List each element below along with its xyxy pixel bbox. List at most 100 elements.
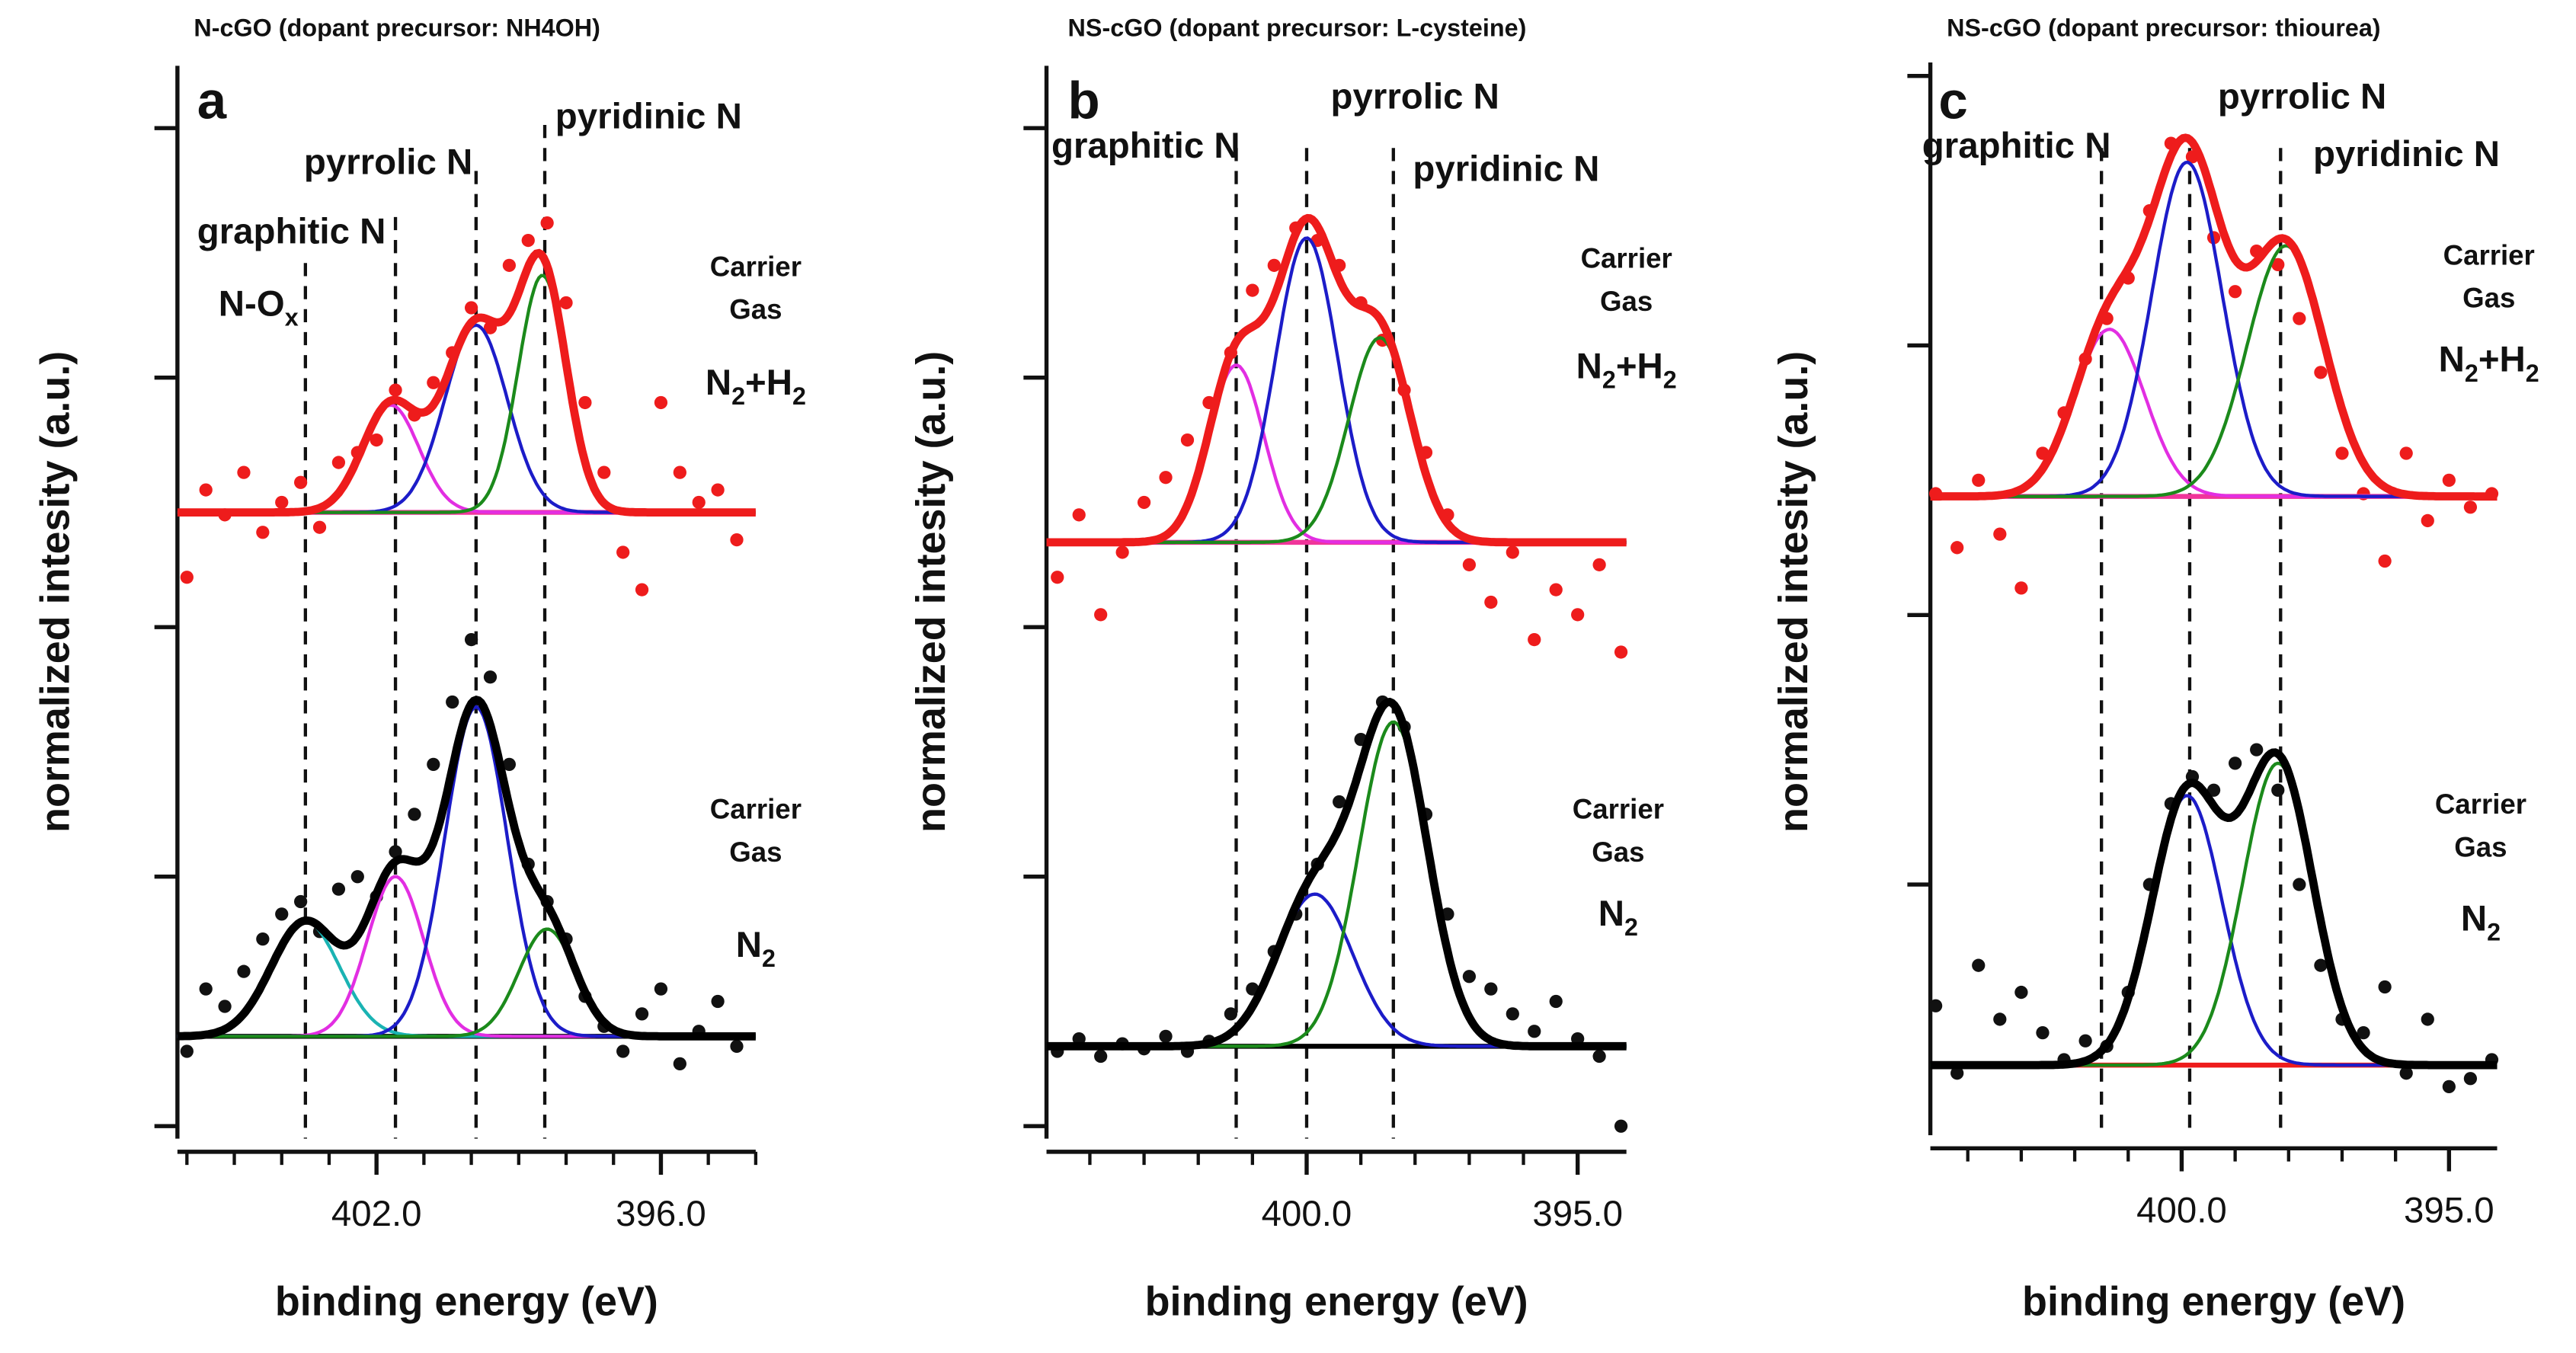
data-point bbox=[2293, 878, 2306, 891]
gas-formula-part: 2 bbox=[2526, 360, 2539, 387]
data-point bbox=[408, 808, 421, 821]
chart-title: N-cGO (dopant precursor: NH4OH) bbox=[194, 14, 600, 41]
data-point bbox=[1614, 1119, 1628, 1133]
data-point bbox=[218, 1000, 232, 1013]
data-point bbox=[1072, 508, 1086, 522]
data-point bbox=[730, 1039, 744, 1054]
data-point bbox=[256, 932, 270, 946]
fit-envelope bbox=[1930, 748, 2498, 1070]
carrier-gas-label: Gas bbox=[2454, 831, 2507, 862]
x-axis-label: binding energy (eV) bbox=[2022, 1278, 2405, 1324]
data-point bbox=[256, 526, 270, 539]
peak-label: pyridinic N bbox=[555, 96, 742, 136]
data-point bbox=[1159, 1029, 1173, 1043]
data-point bbox=[370, 433, 383, 447]
carrier-gas-label: Gas bbox=[1600, 286, 1653, 317]
data-point bbox=[1972, 473, 1986, 488]
x-tick-label: 396.0 bbox=[616, 1194, 706, 1234]
data-point bbox=[2335, 446, 2349, 460]
data-point bbox=[1993, 1012, 2007, 1026]
peak-label-part: pyrrolic N bbox=[2218, 76, 2386, 117]
peak-label-part: N-O bbox=[219, 283, 285, 324]
data-point bbox=[2314, 366, 2328, 379]
carrier-gas-label: Carrier bbox=[1581, 243, 1672, 274]
gas-formula-part: N bbox=[2461, 898, 2487, 939]
data-point bbox=[446, 695, 459, 709]
peak-label-part: pyridinic N bbox=[555, 96, 742, 136]
data-point bbox=[294, 894, 308, 909]
data-point bbox=[2442, 473, 2456, 488]
data-point bbox=[2014, 985, 2028, 1000]
x-tick-label: 402.0 bbox=[331, 1194, 422, 1234]
peak-label: pyridinic N bbox=[1413, 149, 1599, 189]
data-point bbox=[331, 882, 346, 896]
chart-title: NS-cGO (dopant precursor: L-cysteine) bbox=[1068, 14, 1527, 41]
peak-label: graphitic N bbox=[1051, 126, 1240, 166]
data-point bbox=[2228, 756, 2242, 770]
data-point bbox=[2250, 743, 2264, 756]
data-point bbox=[2014, 581, 2028, 595]
x-tick-label: 395.0 bbox=[1532, 1194, 1623, 1234]
data-point bbox=[1224, 1007, 1238, 1021]
carrier-gas-label: Gas bbox=[2462, 283, 2515, 314]
data-point bbox=[2314, 958, 2328, 972]
data-point bbox=[199, 483, 213, 497]
data-point bbox=[616, 1044, 630, 1058]
data-point bbox=[711, 483, 725, 497]
data-point bbox=[635, 1007, 649, 1021]
gas-formula-part: +H bbox=[1616, 346, 1663, 386]
data-point bbox=[2421, 1012, 2434, 1026]
data-point bbox=[1137, 495, 1151, 510]
data-point bbox=[540, 216, 554, 230]
gas-formula-part: N bbox=[2439, 340, 2465, 380]
carrier-gas-label: Gas bbox=[729, 836, 782, 868]
data-point bbox=[1571, 1032, 1585, 1046]
fit-component bbox=[1046, 236, 1627, 545]
peak-label: graphitic N bbox=[197, 211, 386, 251]
fit-component bbox=[177, 875, 756, 1038]
gas-formula-part: 2 bbox=[762, 945, 776, 972]
data-point bbox=[1972, 958, 1986, 972]
data-point bbox=[502, 258, 516, 272]
carrier-gas-label: Carrier bbox=[2435, 788, 2526, 820]
data-point bbox=[2378, 980, 2392, 994]
data-point bbox=[1484, 595, 1498, 609]
peak-label: pyrrolic N bbox=[1331, 76, 1499, 117]
data-point bbox=[1051, 571, 1064, 584]
data-point bbox=[2463, 501, 2478, 514]
carrier-gas-label: Gas bbox=[1592, 836, 1644, 868]
data-point bbox=[237, 465, 251, 479]
data-point bbox=[2078, 1034, 2092, 1048]
panel-letter: b bbox=[1068, 71, 1100, 130]
data-point bbox=[730, 533, 744, 547]
data-point bbox=[1592, 1049, 1606, 1064]
data-point bbox=[2399, 446, 2413, 460]
data-point bbox=[2293, 312, 2306, 325]
gas-formula-part: N bbox=[1576, 346, 1602, 386]
fit-component bbox=[1046, 892, 1627, 1048]
data-point bbox=[427, 757, 440, 771]
carrier-gas-label: Carrier bbox=[710, 251, 802, 283]
data-point bbox=[1506, 1007, 1519, 1021]
gas-formula-part: N bbox=[736, 925, 762, 965]
carrier-gas-label: Carrier bbox=[2443, 239, 2535, 270]
fit-component bbox=[1046, 720, 1627, 1048]
gas-formula: N2+H2 bbox=[1576, 346, 1677, 393]
data-point bbox=[2421, 513, 2434, 528]
peak-label-part: x bbox=[285, 304, 299, 331]
data-point bbox=[1993, 527, 2007, 541]
peak-label: pyrrolic N bbox=[2218, 76, 2386, 117]
data-point bbox=[1549, 994, 1563, 1009]
data-point bbox=[2378, 554, 2392, 568]
data-point bbox=[2357, 1026, 2370, 1040]
gas-formula-part: +H bbox=[2478, 340, 2526, 380]
data-point bbox=[616, 545, 630, 559]
data-point bbox=[294, 475, 308, 489]
data-point bbox=[635, 583, 649, 597]
gas-formula-part: +H bbox=[745, 363, 792, 403]
data-point bbox=[521, 233, 535, 248]
peak-label-part: pyridinic N bbox=[2313, 134, 2500, 174]
data-point bbox=[1094, 608, 1108, 622]
fit-component bbox=[1930, 328, 2498, 498]
